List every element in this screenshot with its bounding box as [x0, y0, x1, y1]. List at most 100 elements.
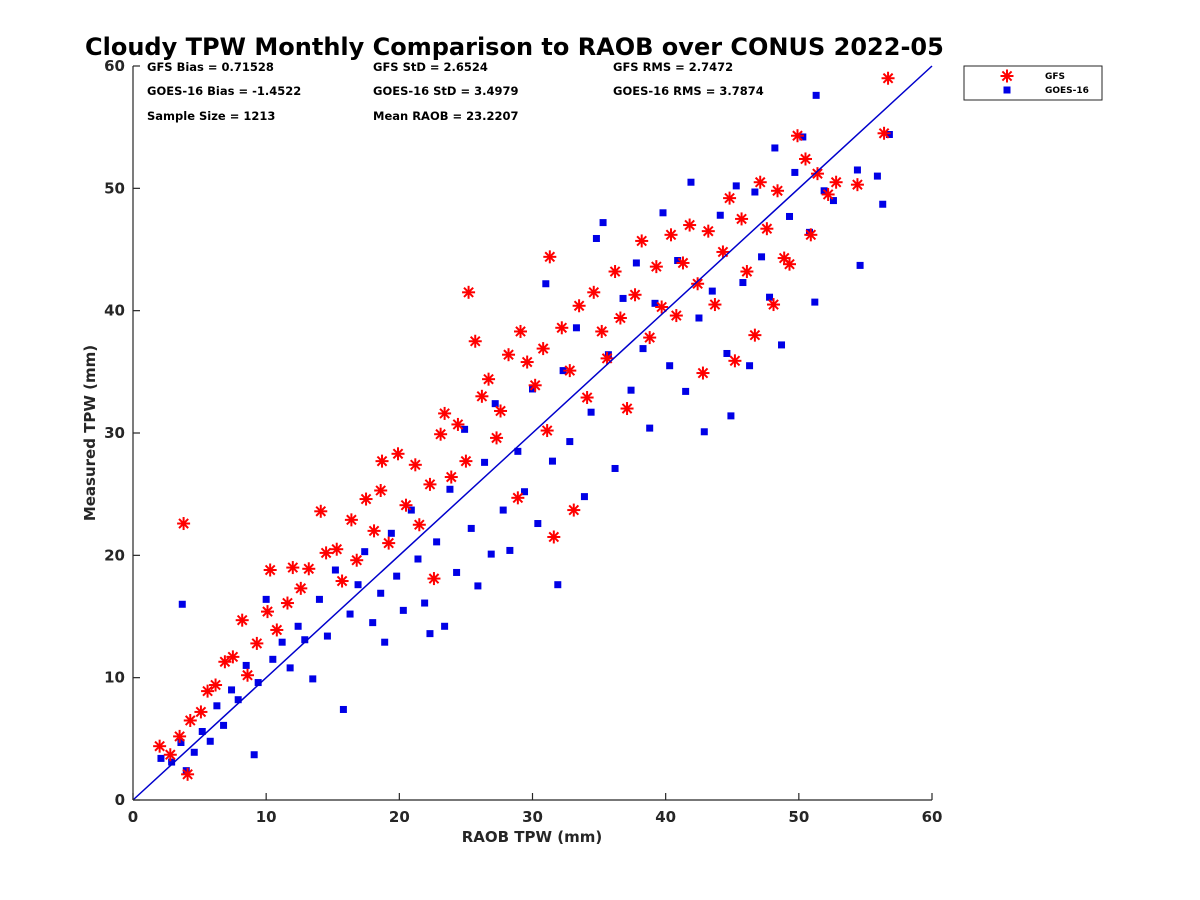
gfs-point: [280, 596, 294, 610]
gfs-point: [374, 483, 388, 497]
gfs-point: [375, 454, 389, 468]
goes16-point: [580, 493, 588, 501]
gfs-point: [696, 366, 710, 380]
gfs-points: [153, 71, 895, 781]
goes16-point: [278, 638, 286, 646]
gfs-point: [723, 191, 737, 205]
goes16-point: [514, 447, 522, 455]
goes16-point: [604, 351, 612, 359]
legend-gfs-label: GFS: [1045, 72, 1065, 82]
gfs-point: [181, 767, 195, 781]
gfs-point: [735, 212, 749, 226]
y-tick-label: 10: [104, 669, 125, 687]
goes16-point: [559, 367, 567, 375]
gfs-point: [683, 218, 697, 232]
goes16-point: [387, 529, 395, 537]
goes16-point: [393, 572, 401, 580]
goes16-point: [331, 566, 339, 574]
gfs-point: [821, 187, 835, 201]
legend-goes16-label: GOES-16: [1045, 86, 1089, 96]
gfs-point: [263, 563, 277, 577]
gfs-point: [613, 311, 627, 325]
gfs-point: [829, 175, 843, 189]
goes16-point: [407, 506, 415, 514]
gfs-point: [691, 277, 705, 291]
goes16-point: [228, 686, 236, 694]
gfs-point: [177, 517, 191, 531]
gfs-point: [804, 228, 818, 242]
stat-gfs-rms: GFS RMS = 2.7472: [613, 60, 733, 74]
goes16-point: [732, 182, 740, 190]
legend-box: [963, 65, 1103, 101]
goes16-point: [758, 253, 766, 261]
goes16-point: [441, 622, 449, 630]
gfs-point: [580, 391, 594, 405]
y-tick-label: 50: [104, 179, 125, 197]
gfs-point: [335, 574, 349, 588]
legend-goes16-marker: [1003, 86, 1011, 94]
goes16-point: [421, 599, 429, 607]
stat-gfs-bias: GFS Bias = 0.71528: [147, 60, 274, 74]
goes16-point: [746, 362, 754, 370]
goes16-point: [687, 178, 695, 186]
goes16-point: [873, 172, 881, 180]
stat-mean-raob: Mean RAOB = 23.2207: [373, 109, 519, 123]
gfs-point: [330, 542, 344, 556]
goes16-point: [177, 739, 185, 747]
gfs-point: [314, 504, 328, 518]
goes16-point: [856, 261, 864, 269]
goes16-point: [619, 294, 627, 302]
goes16-point: [651, 299, 659, 307]
gfs-point: [555, 321, 569, 335]
gfs-point: [877, 126, 891, 140]
gfs-point: [434, 427, 448, 441]
goes16-point: [198, 727, 206, 735]
gfs-point: [528, 378, 542, 392]
goes16-point: [812, 91, 820, 99]
gfs-point: [635, 234, 649, 248]
goes16-point: [453, 568, 461, 576]
goes16-point: [506, 546, 514, 554]
goes16-point: [286, 664, 294, 672]
gfs-point: [502, 348, 516, 362]
goes16-point: [369, 619, 377, 627]
goes16-point: [548, 457, 556, 465]
goes16-point: [213, 702, 221, 710]
y-tick-label: 20: [104, 546, 125, 564]
gfs-point: [511, 491, 525, 505]
gfs-point: [643, 331, 657, 345]
goes16-point: [778, 341, 786, 349]
gfs-point: [226, 650, 240, 664]
goes16-point: [587, 408, 595, 416]
goes16-point: [354, 581, 362, 589]
gfs-point: [382, 536, 396, 550]
gfs-point: [649, 260, 663, 274]
goes16-point: [727, 412, 735, 420]
goes16-point: [491, 400, 499, 408]
goes16-point: [682, 387, 690, 395]
goes16-point: [487, 550, 495, 558]
goes16-point: [716, 211, 724, 219]
gfs-point: [423, 477, 437, 491]
gfs-point: [468, 334, 482, 348]
goes16-point: [250, 751, 258, 759]
goes16-point: [572, 324, 580, 332]
gfs-point: [664, 228, 678, 242]
goes16-point: [361, 548, 369, 556]
gfs-point: [451, 417, 465, 431]
goes16-point: [766, 293, 774, 301]
x-tick-label: 50: [788, 808, 809, 826]
goes16-point: [829, 197, 837, 205]
goes16-point: [611, 464, 619, 472]
gfs-point: [748, 328, 762, 342]
goes16-point: [294, 622, 302, 630]
y-axis-label: Measured TPW (mm): [81, 345, 99, 521]
goes16-point: [315, 595, 323, 603]
gfs-point: [771, 184, 785, 198]
goes16-point: [309, 675, 317, 683]
gfs-point: [344, 513, 358, 527]
x-tick-label: 40: [655, 808, 676, 826]
goes16-point: [627, 386, 635, 394]
goes16-point: [262, 595, 270, 603]
gfs-point: [669, 309, 683, 323]
